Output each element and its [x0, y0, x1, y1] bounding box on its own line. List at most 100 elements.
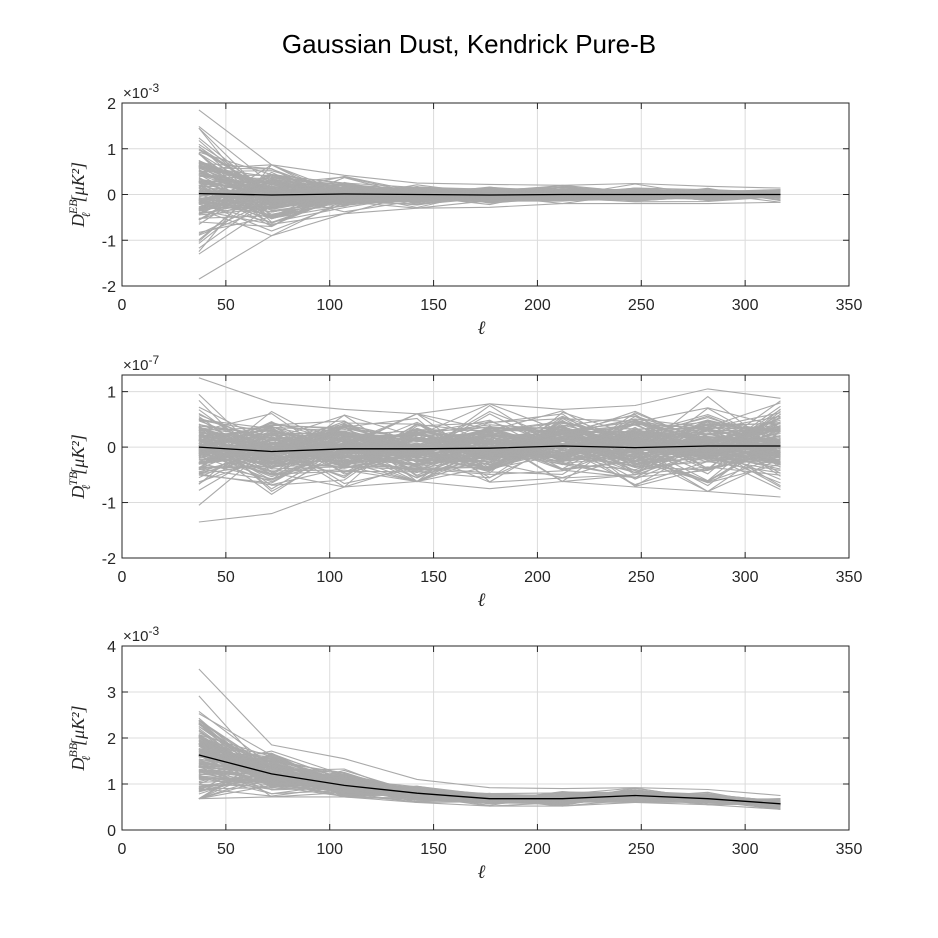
x-tick-label: 300: [732, 841, 759, 858]
y-axis-label: DTBℓ [μK²]: [66, 434, 93, 499]
mean-line: [198, 192, 781, 196]
x-tick-label: 200: [524, 569, 551, 586]
realization-line: [198, 433, 781, 470]
figure-title: Gaussian Dust, Kendrick Pure-B: [282, 29, 656, 59]
y-exponent-label: ×10-3: [123, 624, 159, 645]
realization-line: [198, 429, 781, 459]
y-label-symbol: D: [68, 486, 88, 500]
realization-line: [198, 180, 781, 207]
y-tick-label: -2: [102, 551, 116, 568]
x-axis-label: ℓ: [478, 862, 486, 883]
realization-line: [198, 428, 781, 479]
x-tick-label: 100: [316, 297, 343, 314]
y-label-superscript: TB: [66, 471, 80, 486]
x-tick-label: 50: [217, 841, 235, 858]
realization-line: [198, 752, 781, 807]
y-tick-label: 2: [107, 96, 116, 113]
y-tick-label: 1: [107, 385, 116, 402]
x-tick-label: 150: [420, 297, 447, 314]
mean-line: [198, 445, 781, 453]
y-label-subscript: ℓ: [79, 212, 93, 217]
y-tick-label: -1: [102, 496, 116, 513]
x-tick-label: 150: [420, 841, 447, 858]
y-axis-label: DEBℓ [μK²]: [66, 162, 93, 228]
x-tick-label: 300: [732, 569, 759, 586]
realization-line: [198, 426, 781, 459]
y-label-symbol: D: [68, 758, 88, 772]
y-tick-label: 3: [107, 685, 116, 702]
y-label-superscript: BB: [66, 742, 80, 757]
y-label-symbol: D: [68, 214, 88, 228]
realization-line: [198, 377, 781, 415]
y-exponent-value: -3: [148, 81, 159, 95]
y-tick-label: 0: [107, 188, 116, 205]
realization-line: [198, 413, 781, 462]
realization-lines: [198, 109, 781, 280]
y-tick-label: -2: [102, 279, 116, 296]
y-tick-label: 0: [107, 823, 116, 840]
realization-line: [198, 407, 781, 463]
realization-line: [198, 761, 781, 807]
x-tick-label: 250: [628, 569, 655, 586]
x-axis-label: ℓ: [478, 318, 486, 339]
y-tick-label: 4: [107, 639, 116, 656]
x-tick-label: 200: [524, 297, 551, 314]
x-tick-label: 300: [732, 297, 759, 314]
y-label-unit: [μK²]: [68, 705, 88, 745]
panels: 0 50 100 150 200 250 300 350-2-1012×10-3ℓDEBℓ[μ…: [66, 81, 862, 883]
x-tick-label: 0: [118, 841, 127, 858]
realization-line: [198, 441, 781, 483]
x-tick-label: 350: [836, 569, 863, 586]
panel-bb: 0 50 100 150 200 250 300 35001234×10-3ℓDBBℓ[μK²…: [66, 624, 862, 883]
realization-line: [198, 430, 781, 487]
realization-line: [198, 192, 781, 211]
y-tick-label: 2: [107, 731, 116, 748]
realization-line: [198, 668, 781, 797]
x-tick-label: 0: [118, 297, 127, 314]
y-tick-label: 1: [107, 142, 116, 159]
x-tick-label: 100: [316, 841, 343, 858]
y-label-subscript: ℓ: [79, 756, 93, 761]
x-tick-label: 350: [836, 841, 863, 858]
y-exponent-label: ×10-7: [123, 353, 159, 374]
realization-line: [198, 796, 781, 810]
x-tick-label: 150: [420, 569, 447, 586]
realization-line: [198, 429, 781, 495]
x-tick-label: 250: [628, 297, 655, 314]
realization-line: [198, 109, 781, 189]
x-tick-label: 50: [217, 297, 235, 314]
y-tick-label: 0: [107, 440, 116, 457]
x-tick-label: 200: [524, 841, 551, 858]
x-tick-label: 0: [118, 569, 127, 586]
y-exponent-base: ×10: [123, 357, 148, 374]
y-label-superscript: EB: [66, 199, 80, 215]
y-tick-label: -1: [102, 233, 116, 250]
y-label-unit: [μK²]: [68, 434, 88, 474]
y-label-unit: [μK²]: [68, 162, 88, 202]
y-exponent-base: ×10: [123, 628, 148, 645]
realization-line: [198, 183, 781, 199]
realization-line: [198, 400, 781, 469]
x-tick-label: 50: [217, 569, 235, 586]
y-exponent-value: -7: [148, 353, 159, 367]
y-tick-label: 1: [107, 777, 116, 794]
realization-line: [198, 429, 781, 462]
x-tick-label: 100: [316, 569, 343, 586]
realization-line: [198, 188, 781, 201]
y-label-subscript: ℓ: [79, 485, 93, 490]
realization-line: [198, 440, 781, 483]
realization-line: [198, 480, 781, 523]
realization-line: [198, 191, 781, 204]
x-tick-label: 350: [836, 297, 863, 314]
realization-line: [198, 201, 781, 280]
realization-line: [198, 186, 781, 214]
realization-line: [198, 417, 781, 470]
y-exponent-label: ×10-3: [123, 81, 159, 102]
y-exponent-value: -3: [148, 624, 159, 638]
x-tick-label: 250: [628, 841, 655, 858]
mean-line: [198, 754, 781, 805]
panel-eb: 0 50 100 150 200 250 300 350-2-1012×10-3ℓDEBℓ[μ…: [66, 81, 862, 339]
axes-box: [121, 374, 850, 559]
